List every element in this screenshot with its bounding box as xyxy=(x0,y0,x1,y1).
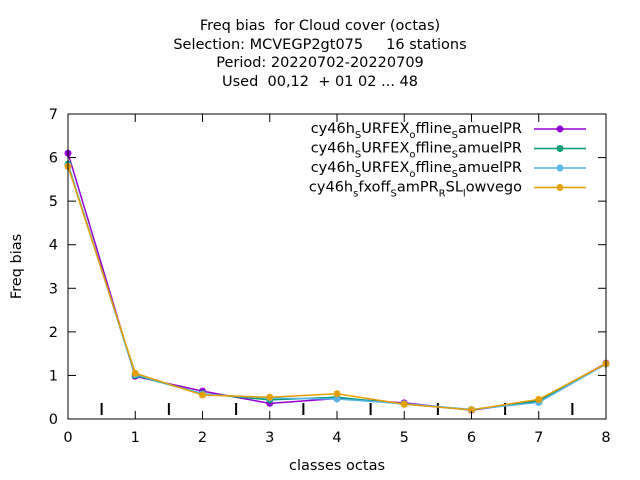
y-tick-label: 4 xyxy=(49,238,58,254)
series-line xyxy=(67,165,607,411)
legend-marker xyxy=(556,145,564,152)
legend-label: cy46hs​fxoffS​amPRR​SLl​owvego xyxy=(309,180,522,200)
x-tick-label: 4 xyxy=(332,430,341,446)
x-tick-label: 5 xyxy=(400,430,409,446)
y-tick-label: 2 xyxy=(49,325,58,341)
legend-label: cy46hS​URFEXo​fflineS​amuelPR xyxy=(311,121,522,141)
axis-ticks: 0 1 2 3 4 5 6 7 8 0 1 2 3 4 5 6 7 xyxy=(49,107,611,446)
data-point xyxy=(266,393,274,401)
data-point xyxy=(199,391,206,399)
title-line-1: Freq bias for Cloud cover (octas) xyxy=(199,18,441,34)
data-point xyxy=(468,406,475,414)
x-tick-label: 0 xyxy=(63,430,72,446)
series-line xyxy=(67,166,607,411)
legend: cy46hS​URFEXo​fflineS​amuelPRcy46hS​URFE… xyxy=(309,121,586,200)
x-axis-label: classes octas xyxy=(289,458,385,474)
y-tick-label: 6 xyxy=(49,151,58,167)
legend-marker xyxy=(556,164,564,172)
data-point xyxy=(400,400,408,408)
series-layer xyxy=(64,149,610,414)
y-tick-label: 5 xyxy=(49,194,58,210)
title-line-3: Period: 20220702-20220709 xyxy=(216,55,424,71)
x-tick-label: 3 xyxy=(265,430,274,446)
y-tick-label: 7 xyxy=(49,107,58,123)
y-tick-label: 1 xyxy=(49,368,58,384)
legend-label: cy46hS​URFEXo​fflineS​amuelPR xyxy=(311,141,522,161)
data-point xyxy=(333,395,341,403)
legend-marker xyxy=(556,184,564,191)
x-tick-label: 2 xyxy=(198,430,207,446)
x-tick-label: 7 xyxy=(534,430,543,446)
title-line-2: Selection: MCVEGP2gt075 16 stations xyxy=(173,36,467,53)
y-axis-label: Freq bias xyxy=(9,234,25,299)
data-point xyxy=(535,395,543,403)
legend-marker xyxy=(556,125,564,133)
legend-label: cy46hS​URFEXo​fflineS​amuelPR xyxy=(311,160,522,180)
title-line-4: Used 00,12 + 01 02 ... 48 xyxy=(221,73,418,90)
data-point xyxy=(333,390,341,398)
series-line xyxy=(67,163,607,411)
chart-title: Freq bias for Cloud cover (octas) Select… xyxy=(0,17,640,91)
x-tick-label: 1 xyxy=(131,430,140,446)
y-tick-label: 3 xyxy=(49,281,58,297)
y-tick-label: 0 xyxy=(49,412,58,428)
x-tick-label: 8 xyxy=(601,430,610,446)
data-point xyxy=(131,369,139,377)
x-tick-label: 6 xyxy=(467,430,476,446)
